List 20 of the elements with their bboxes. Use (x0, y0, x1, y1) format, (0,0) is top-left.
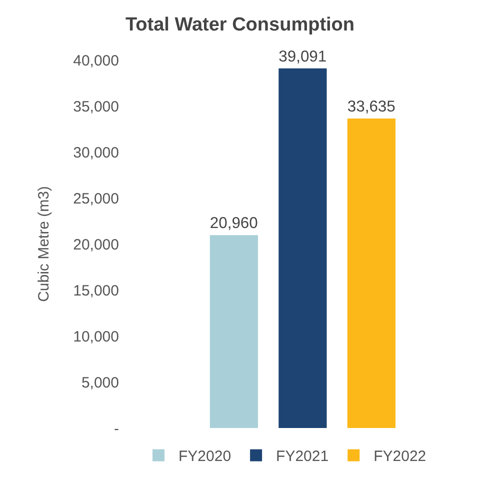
legend-label: FY2020 (178, 448, 232, 466)
y-tick-label: 20,000 (73, 236, 119, 254)
y-tick-label: 15,000 (73, 282, 119, 300)
data-label: 39,091 (278, 48, 327, 66)
bar (210, 235, 258, 428)
data-label: 33,635 (347, 98, 396, 116)
y-axis-title: Cubic Metre (m3) (35, 186, 52, 302)
y-tick-label: 35,000 (73, 98, 119, 116)
legend-label: FY2021 (276, 448, 329, 466)
y-tick-label: 10,000 (73, 328, 119, 346)
y-tick-label: 5,000 (81, 374, 119, 392)
y-tick-label: 25,000 (73, 190, 119, 208)
y-tick-label: 30,000 (73, 144, 119, 162)
y-tick-label: 40,000 (73, 52, 119, 70)
bar (278, 68, 327, 428)
chart-title: Total Water Consumption (125, 14, 355, 36)
legend-label: FY2022 (374, 448, 426, 466)
data-label: 20,960 (210, 215, 258, 232)
bar (347, 118, 396, 428)
y-tick-label: - (114, 420, 119, 438)
